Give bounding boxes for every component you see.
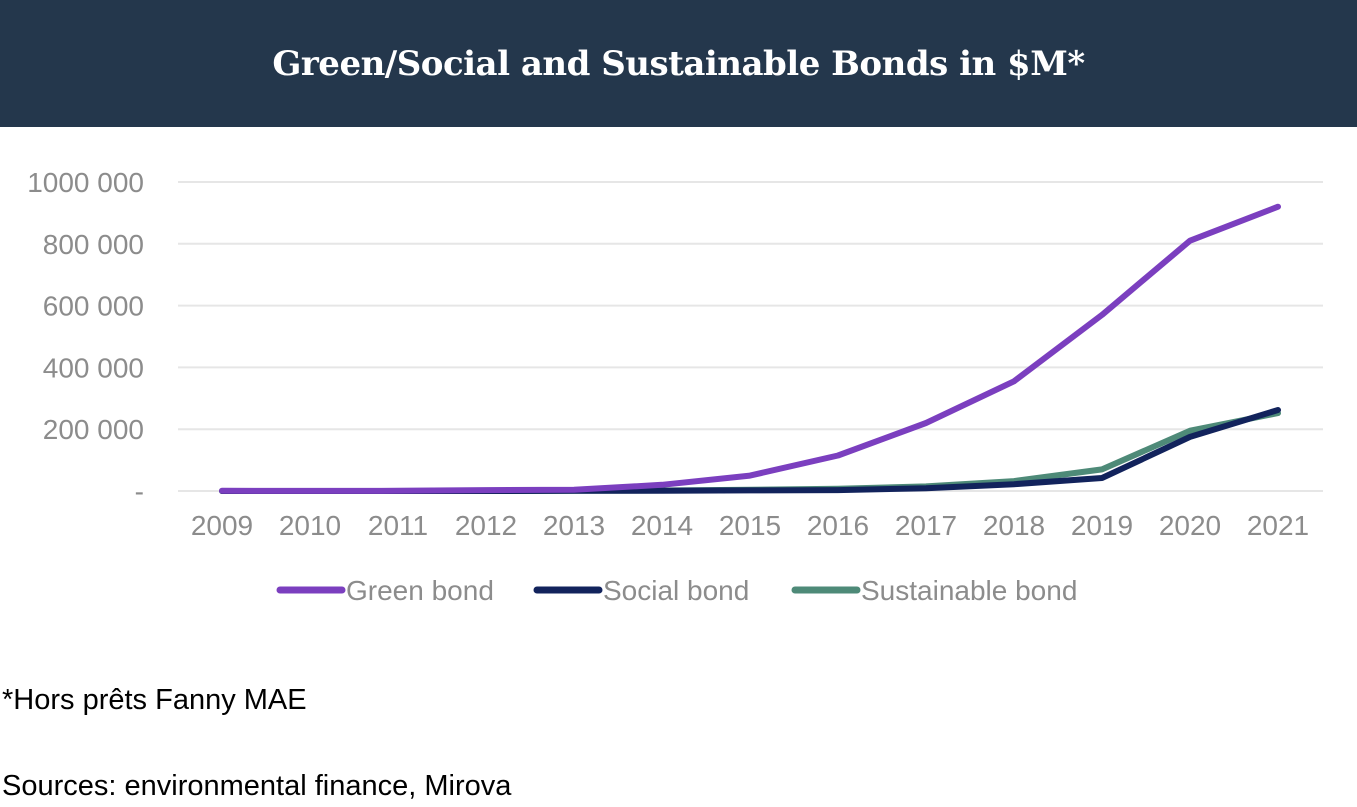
x-tick-label: 2020	[1159, 510, 1221, 541]
x-tick-label: 2018	[983, 510, 1045, 541]
y-tick-label: 200 000	[43, 414, 144, 445]
x-tick-label: 2010	[279, 510, 341, 541]
chart-header: Green/Social and Sustainable Bonds in $M…	[0, 0, 1357, 127]
x-tick-label: 2011	[368, 510, 428, 541]
x-tick-label: 2009	[191, 510, 253, 541]
sources-note: Sources: environmental finance, Mirova	[2, 770, 512, 802]
y-tick-label: -	[135, 476, 144, 507]
x-tick-label: 2014	[631, 510, 693, 541]
legend-label: Sustainable bond	[861, 575, 1077, 606]
x-tick-label: 2012	[455, 510, 517, 541]
series-lines	[219, 203, 1281, 494]
legend-item: Social bond	[533, 575, 749, 606]
x-tick-label: 2013	[543, 510, 605, 541]
x-axis-ticks: 2009 2010 2011 2012 2013 2014 2015 2016 2017 2018…	[191, 510, 1309, 541]
legend-item: Sustainable bond	[791, 575, 1077, 606]
y-tick-label: 800 000	[43, 229, 144, 260]
y-tick-label: 600 000	[43, 291, 144, 322]
y-tick-label: 1000 000	[27, 167, 144, 198]
legend: Green bond Social bond Sustainable bond	[276, 575, 1077, 606]
y-axis-ticks: - 200 000 400 000 600 000 800 000 1000 000	[27, 167, 144, 507]
y-tick-label: 400 000	[43, 352, 144, 383]
series-line-sustainable-bond	[219, 410, 1281, 494]
legend-item: Green bond	[276, 575, 494, 606]
series-line-social-bond	[219, 407, 1281, 494]
x-tick-label: 2017	[895, 510, 957, 541]
series-line-green-bond	[219, 203, 1281, 494]
legend-label: Green bond	[346, 575, 494, 606]
grid-lines	[178, 181, 1323, 492]
line-chart: - 200 000 400 000 600 000 800 000 1000 000 20…	[27, 167, 1323, 606]
x-tick-label: 2019	[1071, 510, 1133, 541]
x-tick-label: 2021	[1247, 510, 1309, 541]
chart-title: Green/Social and Sustainable Bonds in $M…	[272, 43, 1085, 84]
legend-label: Social bond	[603, 575, 749, 606]
x-tick-label: 2016	[807, 510, 869, 541]
x-tick-label: 2015	[719, 510, 781, 541]
footnote: *Hors prêts Fanny MAE	[2, 684, 307, 716]
